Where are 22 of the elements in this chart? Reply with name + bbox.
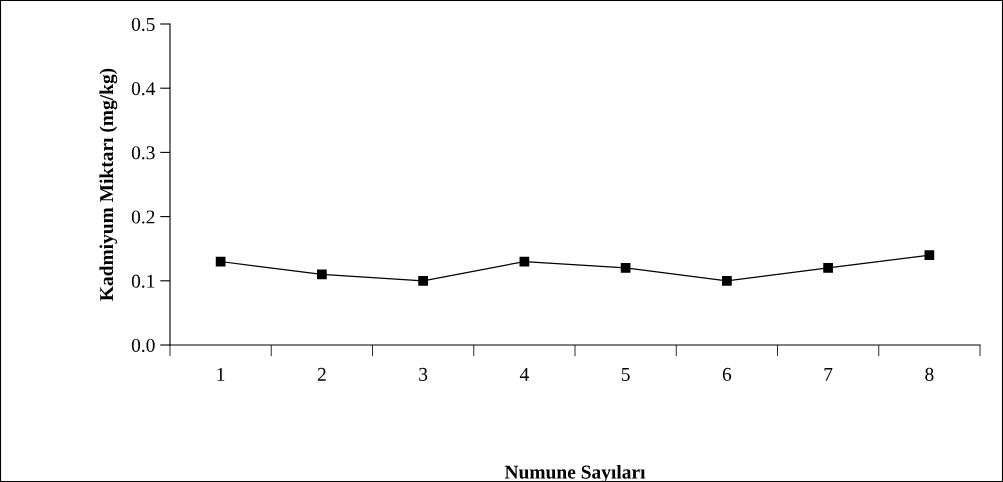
x-tick-label: 8 [925, 367, 934, 381]
y-tick-label: 0.2 [131, 210, 155, 224]
y-tick-label: 0.1 [131, 274, 155, 288]
y-tick-label: 0.5 [131, 17, 155, 32]
y-tick-label: 0.4 [131, 82, 156, 96]
x-tick-label: 3 [419, 367, 428, 381]
y-axis-title: Kadmiyum Miktarı (mg/kg) [99, 68, 118, 301]
point [418, 275, 428, 286]
point [722, 275, 732, 286]
point [620, 263, 631, 273]
x-tick-label: 4 [519, 367, 529, 381]
y-tick-label: 0.3 [131, 146, 155, 160]
point [317, 269, 327, 280]
x-tick-label: 7 [824, 367, 833, 381]
x-tick-label: 1 [217, 367, 225, 381]
y-tick-label: 0.0 [131, 338, 155, 353]
point [924, 250, 935, 260]
x-axis-title: Numune Sayıları [504, 465, 646, 482]
x-tick-label: 6 [722, 367, 732, 381]
point [823, 263, 833, 273]
x-tick-label: 5 [621, 367, 630, 381]
x-tick-label: 2 [317, 367, 326, 381]
